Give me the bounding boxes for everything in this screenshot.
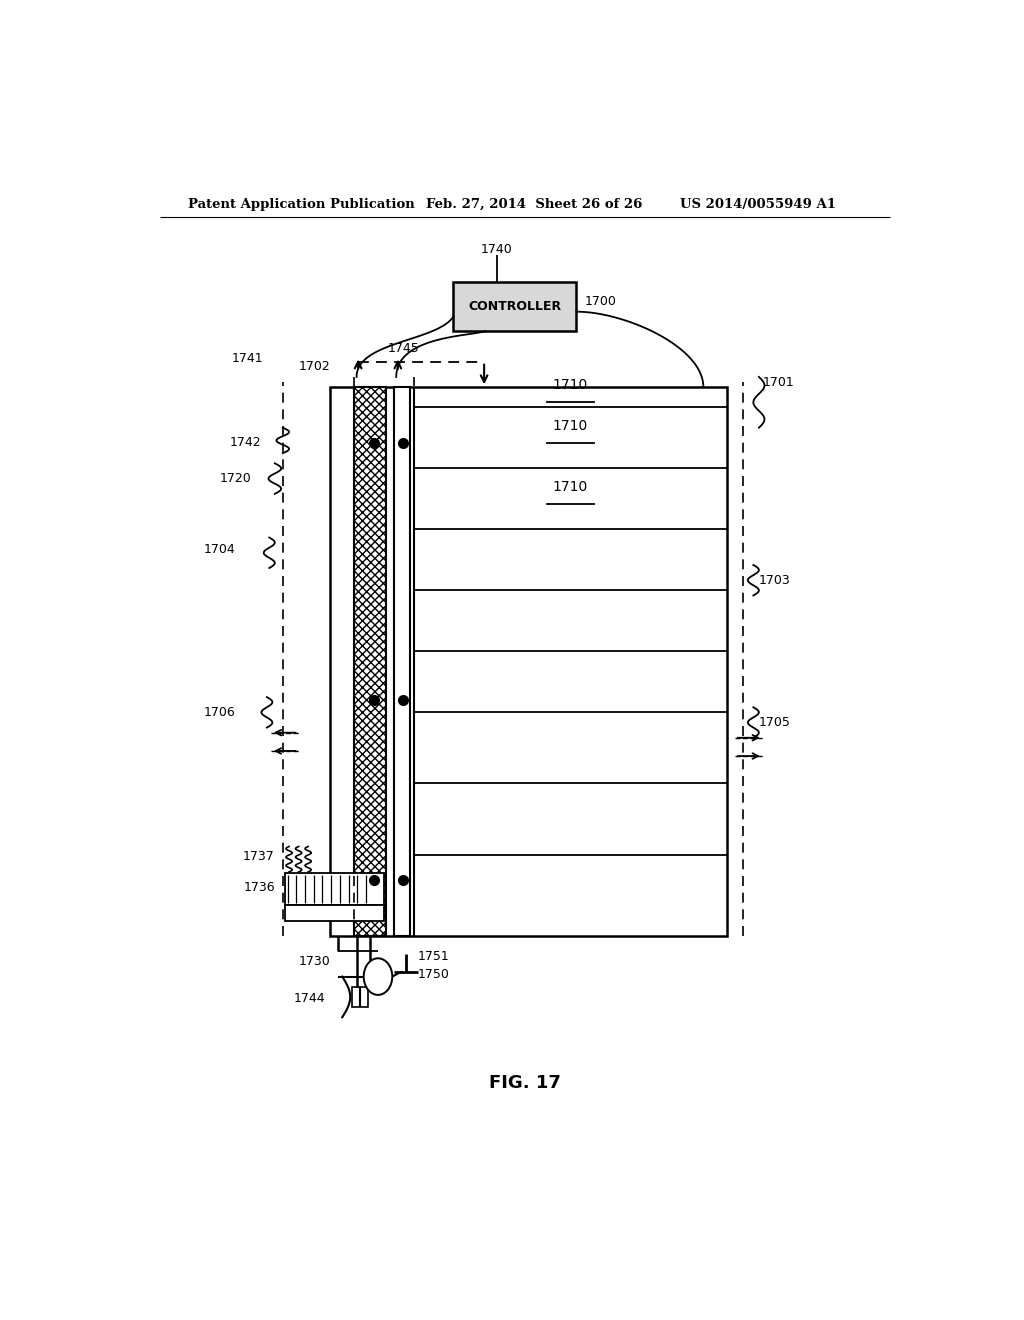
Text: 1701: 1701	[763, 375, 795, 388]
Text: 1710: 1710	[553, 418, 588, 433]
Text: 1710: 1710	[553, 378, 588, 392]
Text: 1742: 1742	[229, 437, 261, 450]
Text: 1740: 1740	[481, 243, 513, 256]
Text: Feb. 27, 2014  Sheet 26 of 26: Feb. 27, 2014 Sheet 26 of 26	[426, 198, 642, 211]
Bar	[285, 873, 384, 906]
Text: 1730: 1730	[299, 954, 331, 968]
Text: 1720: 1720	[219, 473, 251, 484]
Bar	[354, 387, 386, 936]
Text: 1706: 1706	[204, 706, 236, 719]
Text: 1751: 1751	[418, 950, 450, 962]
Text: 1700: 1700	[585, 296, 616, 308]
Circle shape	[364, 958, 392, 995]
Text: 1704: 1704	[204, 544, 236, 556]
Text: CONTROLLER: CONTROLLER	[468, 300, 561, 313]
Text: 1705: 1705	[759, 715, 791, 729]
Text: 1744: 1744	[293, 993, 325, 1006]
Text: 1702: 1702	[299, 360, 331, 374]
Text: 1737: 1737	[243, 850, 274, 863]
Text: 1710: 1710	[553, 479, 588, 494]
Text: 1736: 1736	[243, 880, 274, 894]
Text: 1745: 1745	[387, 342, 419, 355]
Text: US 2014/0055949 A1: US 2014/0055949 A1	[680, 198, 836, 211]
FancyBboxPatch shape	[454, 282, 577, 331]
Text: 1703: 1703	[759, 574, 791, 586]
Bar	[352, 987, 368, 1007]
Text: FIG. 17: FIG. 17	[488, 1074, 561, 1093]
Bar	[394, 387, 410, 936]
Bar	[285, 906, 384, 921]
Text: 1741: 1741	[231, 352, 263, 366]
Bar	[331, 387, 727, 936]
Text: Patent Application Publication: Patent Application Publication	[187, 198, 415, 211]
Text: 1750: 1750	[418, 968, 450, 981]
